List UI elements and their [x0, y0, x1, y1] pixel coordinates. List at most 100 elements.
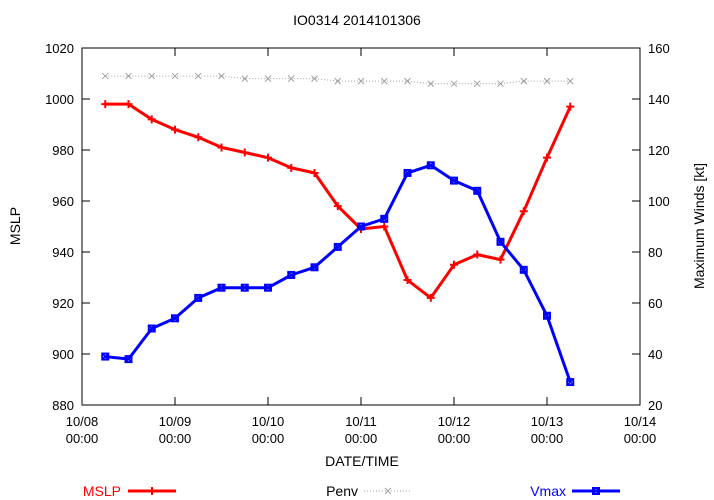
series-mslp-point: [124, 100, 133, 109]
x-axis-title: DATE/TIME: [325, 453, 399, 469]
series-vmax-point-box: [264, 283, 272, 292]
series-mslp-point: [426, 293, 435, 302]
series-vmax-point: [194, 293, 203, 302]
series-vmax-point-box: [310, 263, 319, 272]
series-penv-point: [125, 72, 132, 80]
series-vmax-point-cross: [543, 312, 551, 320]
series-vmax-point-box: [566, 378, 575, 387]
x-tick-label-time: 00:00: [252, 431, 285, 446]
series-vmax-point: [264, 283, 272, 292]
series-mslp-point: [566, 102, 575, 111]
series-vmax-point-box: [217, 283, 226, 292]
series-vmax-point-cross: [427, 161, 435, 169]
x-tick-label-date: 10/08: [66, 414, 99, 429]
series-mslp-point: [217, 143, 226, 152]
axis-ticks: 880 900 920 940 960 980 1000 1020 20 40 60 80 100 120…: [45, 41, 670, 446]
series-vmax-point-cross: [148, 324, 156, 333]
series-vmax-point: [240, 283, 249, 292]
series-vmax-point-box: [333, 242, 342, 251]
series-vmax-point-cross: [520, 266, 528, 274]
y-tick-label: 960: [52, 194, 74, 209]
series-vmax-point-cross: [357, 222, 365, 231]
series-vmax-point-box: [519, 265, 528, 274]
series-vmax-point: [333, 242, 342, 251]
y2-tick-label: 140: [648, 92, 670, 107]
series-vmax-point-cross: [194, 294, 202, 302]
series-mslp-point: [194, 133, 203, 142]
series-vmax-point-cross: [287, 271, 295, 279]
series-mslp-point: [333, 202, 342, 211]
series-vmax-point: [124, 355, 133, 364]
series-vmax-point-cross: [496, 238, 505, 246]
legend-vmax: Vmax: [530, 483, 620, 499]
series-penv: [101, 72, 574, 88]
legend: MSLP Penv Vmax: [83, 483, 620, 499]
series-mslp-point: [147, 115, 156, 124]
series-vmax-point-cross: [124, 355, 133, 363]
legend-penv-marker: [384, 487, 392, 495]
legend-vmax-marker: [592, 487, 600, 495]
series-vmax: [101, 161, 575, 387]
series-penv-point: [171, 72, 179, 80]
series-vmax-point-cross: [450, 177, 458, 185]
legend-mslp-label: MSLP: [83, 483, 121, 499]
series-vmax-point-cross: [264, 284, 272, 292]
series-vmax-point-box: [240, 283, 249, 292]
series-penv-point: [450, 80, 458, 88]
y2-tick-label: 160: [648, 41, 670, 56]
series-vmax-point-box: [147, 324, 156, 333]
y-tick-label: 900: [52, 347, 74, 362]
x-tick-label-date: 10/13: [531, 414, 564, 429]
x-tick-label-time: 00:00: [438, 431, 471, 446]
legend-penv: Penv: [326, 483, 412, 499]
series-vmax-point-box: [496, 237, 505, 246]
series-vmax-point-cross: [101, 353, 109, 361]
x-tick-label-date: 10/12: [438, 414, 471, 429]
series-mslp-point: [543, 153, 551, 162]
y2-tick-label: 120: [648, 143, 670, 158]
series-vmax-point-cross: [217, 284, 226, 292]
series-penv-point: [101, 72, 109, 80]
series-mslp-point: [287, 163, 296, 172]
series-vmax-point-box: [357, 222, 365, 231]
series-mslp-point: [473, 250, 482, 259]
series-vmax-point-cross: [171, 314, 179, 322]
x-tick-label-date: 10/09: [159, 414, 192, 429]
series-vmax-point: [101, 352, 110, 361]
series-mslp-point: [310, 168, 319, 177]
series-mslp-point: [519, 207, 528, 216]
series-vmax-point-cross: [566, 378, 574, 386]
y-axis-title: MSLP: [7, 207, 23, 245]
series-penv-point: [380, 77, 388, 85]
series-vmax-point: [519, 265, 528, 274]
series-mslp-point: [264, 153, 272, 162]
series-penv-point: [497, 80, 504, 88]
series-penv-point: [473, 80, 481, 88]
series-penv-point: [287, 75, 295, 82]
series-penv-point: [194, 72, 202, 80]
series-penv-point: [427, 80, 435, 88]
series-penv-point: [543, 77, 551, 85]
series-vmax-point: [310, 263, 319, 272]
series-vmax-line: [105, 163, 572, 383]
series-vmax-point: [147, 324, 156, 333]
series-vmax-point-box: [403, 168, 412, 177]
series-mslp-point: [450, 260, 458, 269]
y-tick-label: 920: [52, 296, 74, 311]
y-tick-label: 980: [52, 143, 74, 158]
series-vmax-point-cross: [473, 187, 481, 195]
series-vmax-point-box: [426, 161, 435, 170]
y2-tick-label: 80: [648, 245, 662, 260]
series-vmax-point-box: [450, 176, 458, 185]
series-vmax-point-box: [194, 293, 203, 302]
series-penv-point: [404, 77, 411, 85]
x-tick-label-time: 00:00: [345, 431, 378, 446]
legend-vmax-marker-box: [592, 487, 600, 495]
series-penv-point: [334, 77, 342, 85]
legend-vmax-label: Vmax: [530, 483, 566, 499]
series-mslp: [101, 100, 575, 302]
x-tick-label-date: 10/10: [252, 414, 285, 429]
x-tick-label-time: 00:00: [159, 431, 192, 446]
x-tick-label-date: 10/14: [624, 414, 657, 429]
series-penv-point: [357, 77, 365, 85]
